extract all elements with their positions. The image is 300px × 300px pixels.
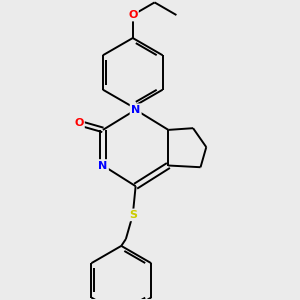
Text: S: S: [129, 210, 137, 220]
Text: N: N: [98, 160, 107, 170]
Text: O: O: [74, 118, 83, 128]
Text: N: N: [131, 105, 140, 115]
Text: O: O: [128, 10, 137, 20]
